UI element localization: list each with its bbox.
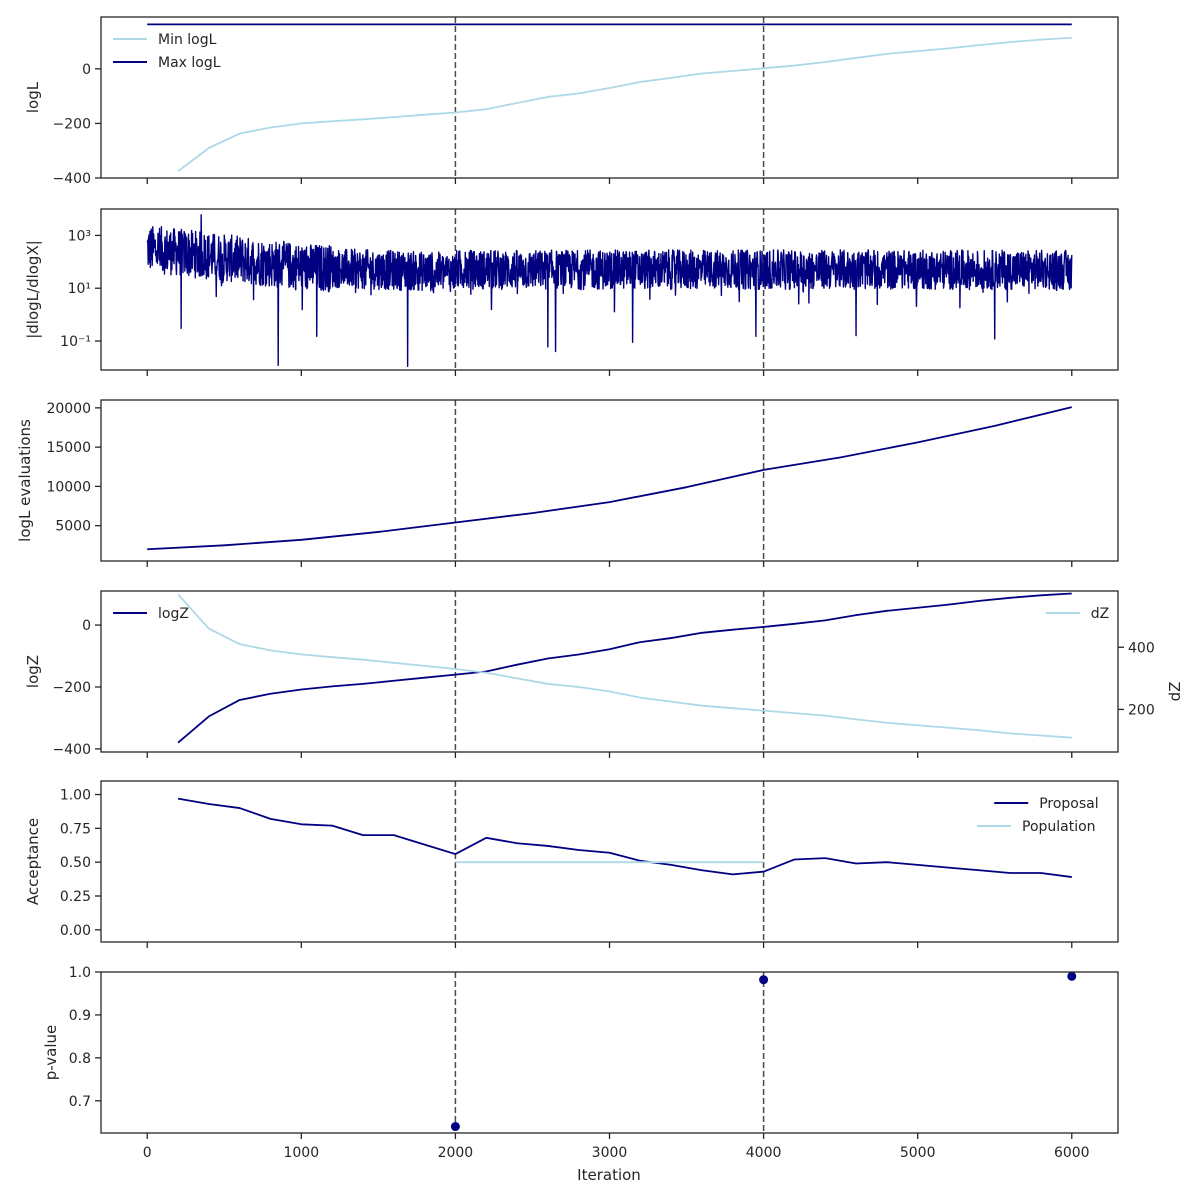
legend: Proposal Population [977, 796, 1099, 835]
subplot-5: 0.00 0.25 0.50 0.75 1.00 Acceptance Proposal Po… [24, 780, 1119, 948]
legend: dZ [1045, 606, 1109, 622]
x-tick-label: 6000 [1054, 1145, 1090, 1161]
plot-area [146, 214, 1073, 368]
twin-series-dz-line [177, 593, 1072, 739]
plot-area [147, 406, 1072, 551]
y-tick-label: 0.9 [69, 1008, 91, 1024]
point-1 [450, 1122, 460, 1132]
y-tick-label: 10⁻¹ [60, 334, 91, 350]
x-axis-label: Iteration [577, 1166, 641, 1184]
y-tick-label: 0.8 [69, 1051, 91, 1067]
subplot-4: −400 −200 0 logZ 200 400 dZ logZ dZ [24, 590, 1184, 758]
y-tick-label: 0 [82, 618, 91, 634]
legend-label: Min logL [158, 32, 217, 48]
y-tick-label: 0.7 [69, 1094, 91, 1110]
y-tick-label: −200 [53, 116, 91, 132]
x-tick-label: 0 [143, 1145, 152, 1161]
twin-y-axis-label: dZ [1166, 682, 1184, 702]
y-tick-label: 0.50 [60, 855, 91, 871]
y-axis-label: |dlogL/dlogX| [24, 240, 42, 339]
y-axis-label: p-value [42, 1025, 60, 1081]
y-tick-label: −400 [53, 171, 91, 187]
series-1-line [147, 406, 1072, 551]
y-tick-label: −200 [53, 680, 91, 696]
plot-area [177, 592, 1072, 744]
y-axis-label: logZ [24, 655, 42, 688]
y-tick-label: 0.25 [60, 889, 91, 905]
plot-area [147, 23, 1072, 172]
x-tick-label: 1000 [283, 1145, 319, 1161]
y-tick-label: 1.0 [69, 965, 91, 981]
y-tick-label: 15000 [46, 440, 91, 456]
subplot-2: 10⁻¹ 10¹ 10³ |dlogL/dlogX| [24, 208, 1119, 376]
y-tick-label: 20000 [46, 401, 91, 417]
twin-y-tick-label: 400 [1128, 640, 1155, 656]
series-logz-line [177, 592, 1072, 744]
y-tick-label: 10000 [46, 479, 91, 495]
y-tick-label: 1.00 [60, 788, 91, 804]
x-tick-label: 2000 [438, 1145, 474, 1161]
legend-label: Max logL [158, 55, 221, 71]
legend-label: logZ [158, 606, 189, 622]
series-1-line [146, 214, 1073, 368]
subplots: −400 −200 0 logL Min logL Max logL 10⁻¹ 10¹ 10³ |… [16, 16, 1184, 1161]
y-tick-label: 0.00 [60, 923, 91, 939]
legend-label: dZ [1091, 606, 1109, 622]
x-tick-label: 4000 [746, 1145, 782, 1161]
y-tick-label: 10¹ [68, 281, 91, 297]
y-axis-label: Acceptance [24, 818, 42, 905]
point-3 [1067, 972, 1077, 981]
x-tick-label: 3000 [592, 1145, 628, 1161]
series-proposal-line [177, 797, 1072, 878]
x-tick-label: 5000 [900, 1145, 936, 1161]
legend-label: Population [1022, 819, 1096, 835]
subplot-1: −400 −200 0 logL Min logL Max logL [24, 16, 1119, 187]
legend-label: Proposal [1039, 796, 1098, 812]
y-axis-label: logL [24, 81, 42, 113]
subplot-3: 5000 10000 15000 20000 logL evaluations [16, 399, 1119, 567]
legend: logZ [113, 606, 189, 622]
y-tick-label: 0 [82, 62, 91, 78]
subplot-6: 0 1000 2000 3000 4000 5000 6000 0.7 0.8 0.9 1.0 p-v… [42, 965, 1119, 1161]
plot-area [450, 972, 1077, 1132]
legend: Min logL Max logL [113, 32, 221, 71]
y-tick-label: 10³ [68, 228, 91, 244]
point-2 [759, 975, 769, 985]
twin-y-tick-label: 200 [1128, 702, 1155, 718]
y-tick-label: 0.75 [60, 821, 91, 837]
y-tick-label: −400 [53, 742, 91, 758]
plot-area [177, 797, 1072, 878]
y-tick-label: 5000 [55, 519, 91, 535]
series-min-logl-line [177, 36, 1072, 172]
y-axis-label: logL evaluations [16, 419, 34, 542]
